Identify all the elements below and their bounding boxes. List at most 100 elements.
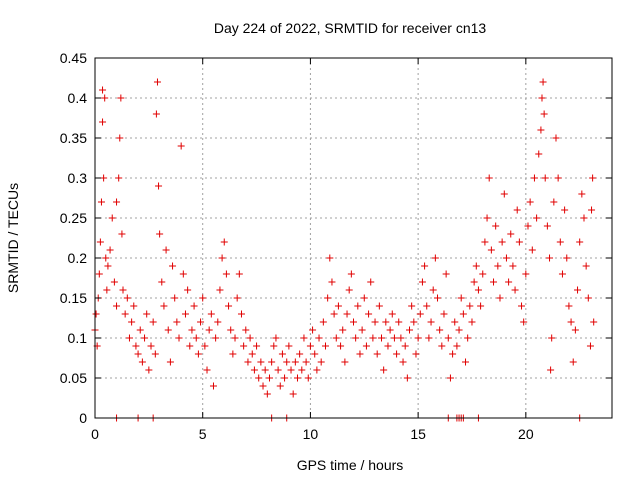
- data-point: [369, 334, 377, 342]
- data-point: [276, 382, 284, 390]
- data-point: [207, 310, 215, 318]
- data-point: [509, 262, 517, 270]
- data-point: [123, 294, 131, 302]
- data-point: [496, 294, 504, 302]
- data-point: [160, 302, 168, 310]
- data-point: [395, 318, 403, 326]
- data-point: [337, 342, 345, 350]
- data-point: [537, 126, 545, 134]
- data-point: [541, 174, 549, 182]
- x-axis-label: GPS time / hours: [297, 457, 404, 473]
- data-point: [171, 294, 179, 302]
- data-point: [399, 358, 407, 366]
- x-tick-label: 5: [199, 426, 207, 442]
- data-point: [100, 174, 108, 182]
- data-point: [540, 110, 548, 118]
- data-point: [300, 334, 308, 342]
- data-point: [589, 174, 597, 182]
- data-point: [434, 294, 442, 302]
- grid-lines: [95, 58, 612, 418]
- data-point: [158, 278, 166, 286]
- data-point: [350, 318, 357, 326]
- data-point: [240, 342, 248, 350]
- data-point: [408, 302, 416, 310]
- data-point: [412, 350, 420, 358]
- data-point: [554, 174, 562, 182]
- x-tick-labels: 0 5 10 15 20: [91, 426, 534, 442]
- data-point: [117, 94, 125, 102]
- x-tick-label: 15: [410, 426, 426, 442]
- data-point: [558, 270, 566, 278]
- data-point: [152, 110, 160, 118]
- data-point: [367, 278, 375, 286]
- y-tick-label: 0.1: [68, 330, 88, 346]
- data-point: [533, 214, 541, 222]
- data-point: [324, 294, 332, 302]
- data-point: [285, 342, 293, 350]
- data-point: [166, 358, 174, 366]
- data-point: [436, 326, 444, 334]
- data-point: [328, 278, 336, 286]
- data-point: [188, 326, 196, 334]
- data-point: [538, 94, 546, 102]
- data-point: [110, 278, 118, 286]
- data-point: [431, 254, 439, 262]
- data-point: [99, 118, 107, 126]
- data-point: [429, 286, 437, 294]
- data-point: [181, 310, 189, 318]
- data-point: [442, 270, 450, 278]
- y-tick-label: 0.05: [60, 370, 87, 386]
- data-point: [388, 310, 396, 318]
- data-point: [287, 366, 295, 374]
- data-point: [345, 286, 353, 294]
- data-point: [248, 350, 256, 358]
- data-point: [423, 302, 431, 310]
- data-point: [194, 350, 202, 358]
- data-point: [520, 318, 528, 326]
- data-point: [278, 350, 286, 358]
- data-point: [272, 334, 280, 342]
- data-point: [199, 294, 207, 302]
- data-point: [406, 326, 414, 334]
- data-point: [511, 286, 519, 294]
- data-point: [257, 358, 265, 366]
- data-point: [237, 310, 245, 318]
- data-point: [459, 310, 467, 318]
- data-point: [132, 342, 140, 350]
- data-point: [151, 350, 159, 358]
- data-point: [481, 238, 489, 246]
- data-point: [177, 142, 185, 150]
- data-point: [487, 246, 495, 254]
- y-tick-label: 0.35: [60, 130, 87, 146]
- data-point: [464, 334, 472, 342]
- data-point: [590, 318, 598, 326]
- data-point: [567, 318, 575, 326]
- data-point: [319, 318, 327, 326]
- data-point: [362, 342, 370, 350]
- plot-frame: [94, 57, 613, 419]
- data-point: [179, 270, 187, 278]
- data-point: [574, 286, 582, 294]
- data-point: [246, 334, 254, 342]
- data-point: [115, 174, 123, 182]
- data-point: [569, 358, 577, 366]
- x-tick-label: 10: [303, 426, 319, 442]
- data-point: [97, 198, 105, 206]
- data-point: [371, 318, 379, 326]
- data-point: [291, 358, 299, 366]
- data-point: [414, 334, 422, 342]
- data-point: [483, 214, 491, 222]
- data-point: [201, 342, 209, 350]
- data-point: [253, 342, 261, 350]
- data-point: [528, 246, 536, 254]
- data-point: [315, 334, 323, 342]
- data-point: [360, 294, 368, 302]
- data-point: [203, 366, 211, 374]
- data-point: [233, 294, 241, 302]
- data-point: [108, 214, 116, 222]
- data-point: [515, 238, 523, 246]
- data-point: [317, 358, 325, 366]
- data-point: [462, 358, 470, 366]
- data-point: [543, 222, 551, 230]
- data-point: [153, 78, 161, 86]
